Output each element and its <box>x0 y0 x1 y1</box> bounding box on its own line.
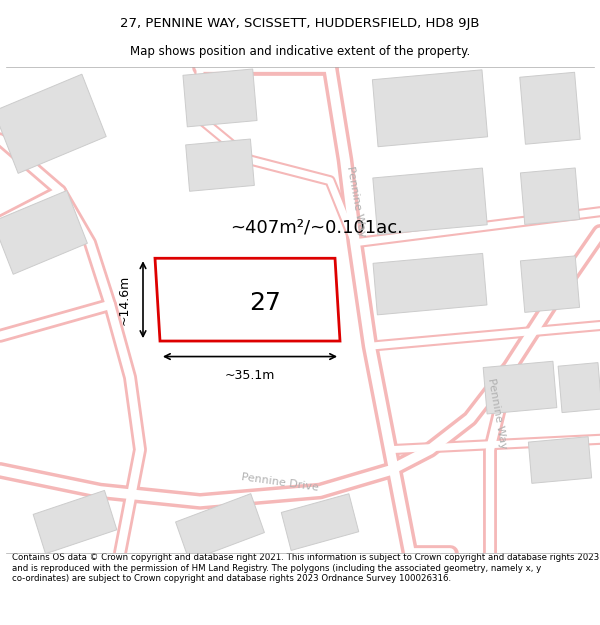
Text: ~14.6m: ~14.6m <box>118 274 131 325</box>
Text: 27: 27 <box>249 291 281 315</box>
Polygon shape <box>33 491 117 554</box>
Polygon shape <box>183 69 257 127</box>
Polygon shape <box>373 168 487 234</box>
Text: Pennine Drive: Pennine Drive <box>241 472 319 493</box>
Polygon shape <box>558 362 600 413</box>
Polygon shape <box>520 168 580 224</box>
Polygon shape <box>373 70 488 147</box>
Polygon shape <box>205 272 298 328</box>
Text: ~407m²/~0.101ac.: ~407m²/~0.101ac. <box>230 218 403 236</box>
Polygon shape <box>176 494 265 561</box>
Text: ~35.1m: ~35.1m <box>225 369 275 382</box>
Text: Contains OS data © Crown copyright and database right 2021. This information is : Contains OS data © Crown copyright and d… <box>12 553 599 583</box>
Polygon shape <box>155 258 340 341</box>
Polygon shape <box>373 253 487 315</box>
Text: Pennine Way: Pennine Way <box>486 378 508 450</box>
Polygon shape <box>483 361 557 414</box>
Text: 27, PENNINE WAY, SCISSETT, HUDDERSFIELD, HD8 9JB: 27, PENNINE WAY, SCISSETT, HUDDERSFIELD,… <box>120 17 480 30</box>
Polygon shape <box>0 74 106 173</box>
Polygon shape <box>185 139 254 191</box>
Text: Map shows position and indicative extent of the property.: Map shows position and indicative extent… <box>130 45 470 58</box>
Polygon shape <box>281 494 359 551</box>
Polygon shape <box>520 256 580 312</box>
Polygon shape <box>529 437 592 483</box>
Text: Pennine Way: Pennine Way <box>345 165 367 238</box>
Polygon shape <box>0 191 88 274</box>
Polygon shape <box>520 72 580 144</box>
